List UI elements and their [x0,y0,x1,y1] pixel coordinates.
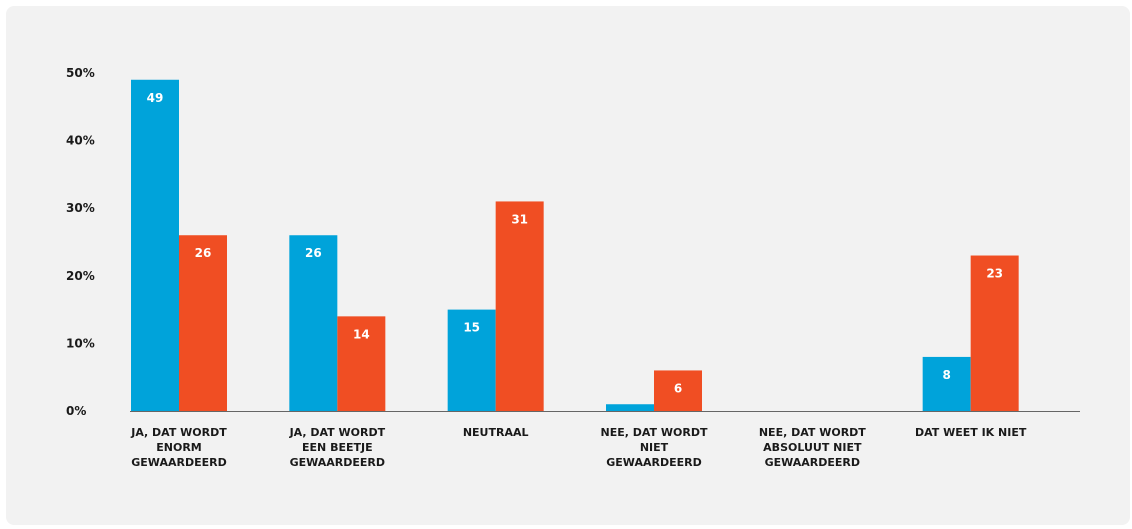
category-label: NEE, DAT WORDT NIET GEWAARDEERD [601,426,708,469]
bar-value-label: 23 [986,267,1003,281]
bar-series-2 [179,235,227,411]
bar-series-1 [289,235,338,411]
bar-value-label: 15 [463,321,480,335]
bar-series-2 [654,370,702,411]
y-tick-label: 10% [66,336,95,350]
bar-series-1 [922,356,971,411]
bar-series-1 [131,79,179,411]
bar-series-2 [970,255,1019,411]
bar-labels: 49 26 15 8 26 14 31 6 23 [147,91,1003,396]
bar-series-1 [606,404,654,411]
y-tick-label: 30% [66,201,95,215]
category-label: NEUTRAAL [463,426,529,439]
bar-value-label: 26 [305,246,322,260]
y-axis: 0% 10% 20% 30% 40% 50% [66,66,95,418]
bar-value-label: 26 [195,246,212,260]
x-axis: JA, DAT WORDT ENORM GEWAARDEERD JA, DAT WOR… [130,426,1027,469]
category-label: DAT WEET IK NIET [915,426,1027,439]
bar-value-label: 49 [147,91,164,105]
y-tick-label: 40% [66,134,95,148]
bar-series-2 [495,201,544,411]
bar-series-1 [447,309,496,411]
bar-value-label: 31 [511,212,528,226]
category-label: JA, DAT WORDT EEN BEETJE GEWAARDEERD [289,426,386,469]
y-tick-label: 20% [66,269,95,283]
bar-value-label: 6 [674,381,682,395]
category-label: NEE, DAT WORDT ABSOLUUT NIET GEWAARDEERD [759,426,866,469]
bar-value-label: 14 [353,327,370,341]
y-tick-label: 50% [66,66,95,80]
category-label: JA, DAT WORDT ENORM GEWAARDEERD [130,426,227,469]
y-tick-label: 0% [66,404,86,418]
bar-value-label: 8 [942,368,950,382]
bar-series-2 [337,316,386,411]
bars [131,79,1019,411]
